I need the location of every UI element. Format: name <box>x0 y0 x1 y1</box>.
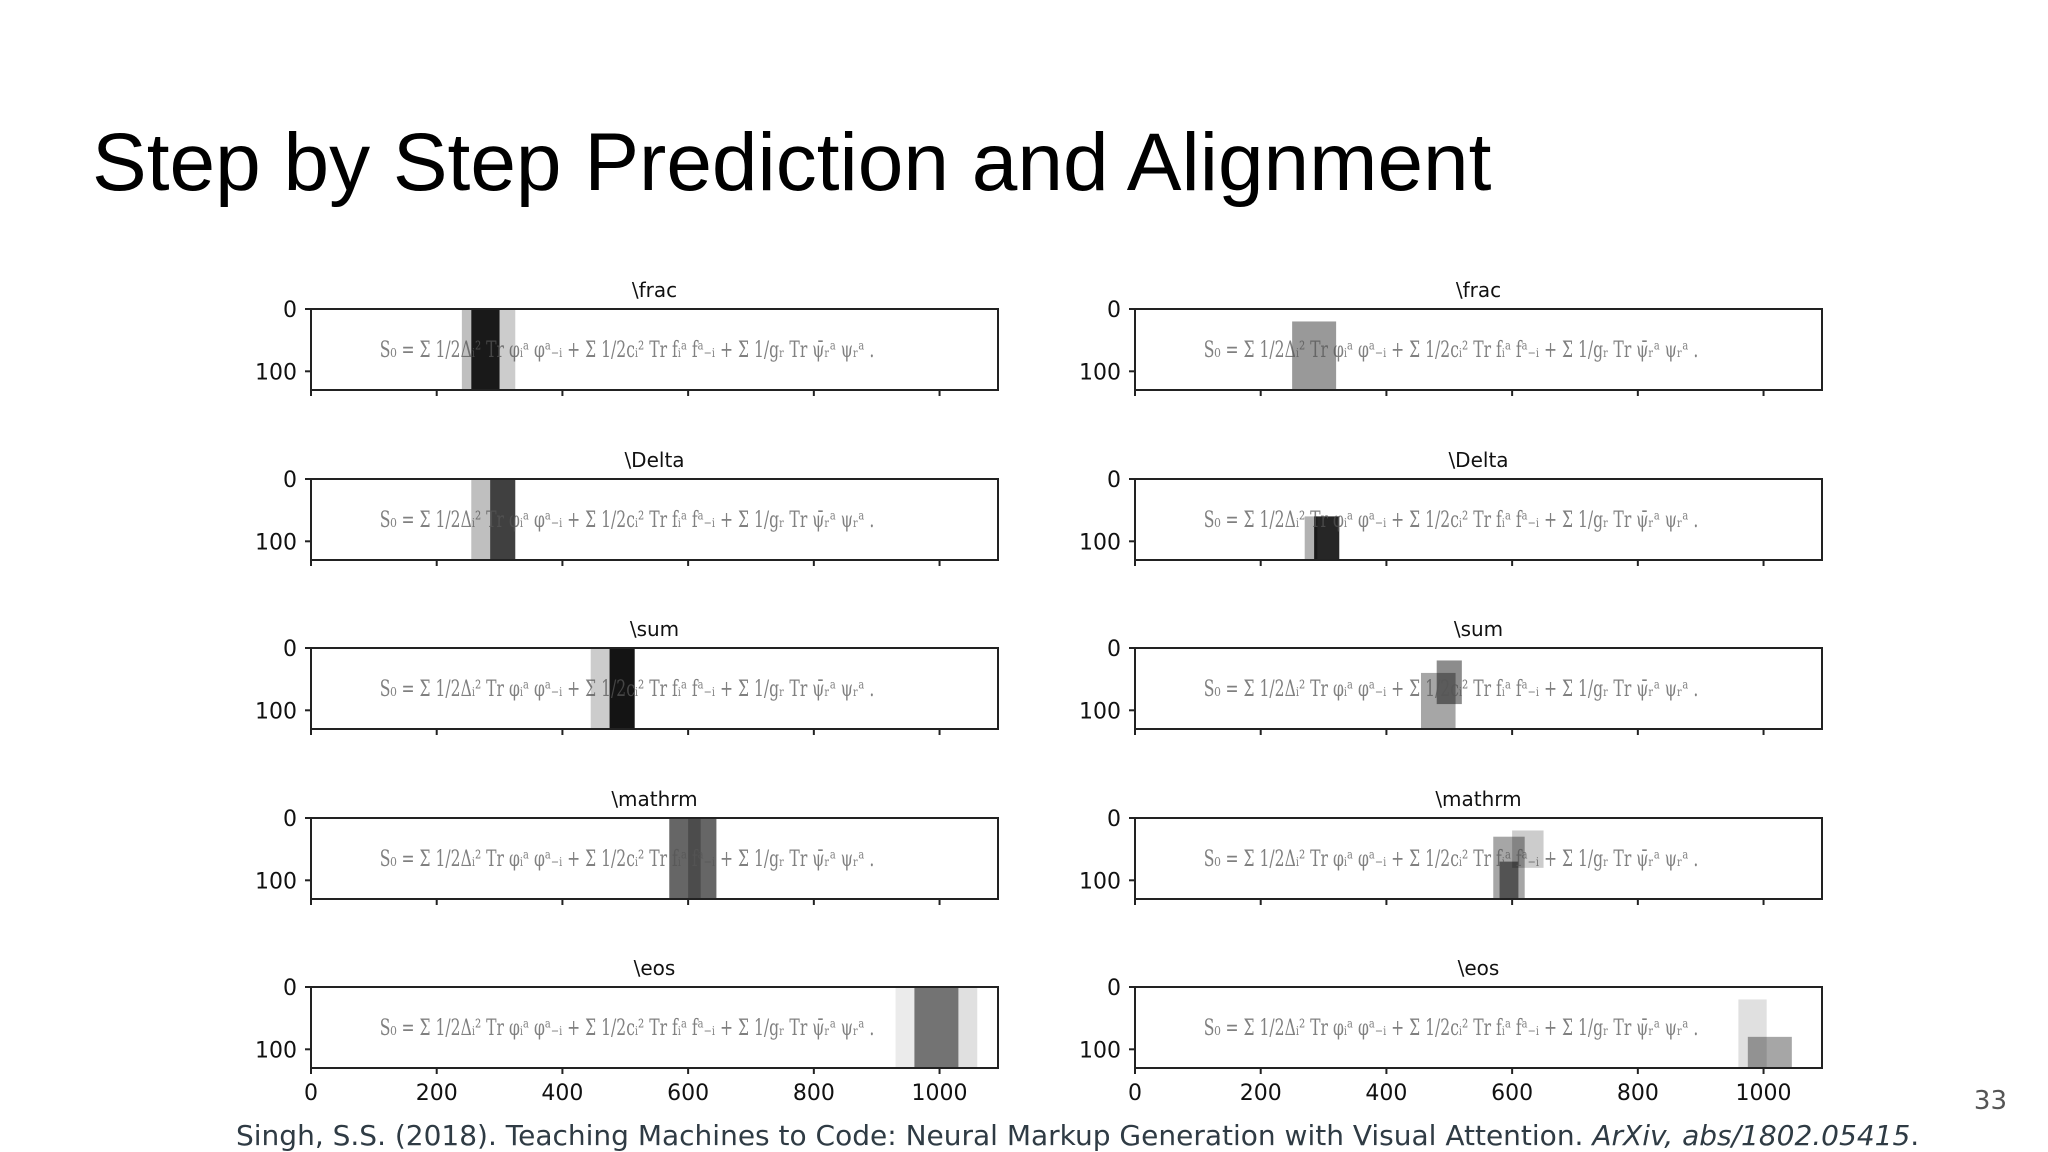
left-panel-3-frame <box>310 647 999 730</box>
right-panel-2-attention-block-1 <box>1314 516 1340 560</box>
right-panel-3-title: \sum <box>1454 617 1503 641</box>
left-panel-4-ytick-label: 0 <box>283 807 297 832</box>
right-panel-4-ytick-label: 100 <box>1079 869 1121 894</box>
left-panel-5-background <box>311 987 998 1068</box>
left-panel-2-background <box>311 479 998 560</box>
right-panel-2-formula: S₀ = Σ 1/2Δᵢ² Tr φᵢᵃ φᵃ₋ᵢ + Σ 1/2cᵢ² Tr … <box>1204 508 1699 533</box>
right-panel-4-formula: S₀ = Σ 1/2Δᵢ² Tr φᵢᵃ φᵃ₋ᵢ + Σ 1/2cᵢ² Tr … <box>1204 847 1699 872</box>
right-xtick-label: 400 <box>1365 1081 1407 1106</box>
left-panel-1-attention-block-2 <box>461 309 472 390</box>
right-panel-4-title: \mathrm <box>1435 787 1521 811</box>
right-panel-5-background <box>1135 987 1822 1068</box>
citation-text: Singh, S.S. (2018). Teaching Machines to… <box>236 1119 1593 1152</box>
right-panel-2-background <box>1135 479 1822 560</box>
right-panel-1-formula: S₀ = Σ 1/2Δᵢ² Tr φᵢᵃ φᵃ₋ᵢ + Σ 1/2cᵢ² Tr … <box>1204 338 1699 363</box>
right-panel-5-attention-block-1 <box>1738 999 1767 1068</box>
left-panel-5-ytick-label: 100 <box>255 1038 297 1063</box>
left-xtick-label: 800 <box>793 1081 835 1106</box>
left-panel-2-ytick-label: 100 <box>255 530 297 555</box>
page-number: 33 <box>1973 1086 2007 1116</box>
left-xtick-label: 1000 <box>912 1081 968 1106</box>
right-panel-2-title: \Delta <box>1448 448 1508 472</box>
left-panel-4-title: \mathrm <box>611 787 697 811</box>
right-panel-1-frame <box>1134 308 1823 391</box>
left-panel-5-frame <box>310 986 999 1069</box>
right-panel-3-ytick-label: 100 <box>1079 699 1121 724</box>
citation: Singh, S.S. (2018). Teaching Machines to… <box>236 1119 1919 1152</box>
left-panel-5-ytick-label: 0 <box>283 976 297 1001</box>
right-panel-5-ytick-label: 0 <box>1107 976 1121 1001</box>
right-xtick-label: 1000 <box>1736 1081 1792 1106</box>
right-panel-3-ytick-label: 0 <box>1107 637 1121 662</box>
left-xtick-label: 200 <box>416 1081 458 1106</box>
right-panel-3-background <box>1135 648 1822 729</box>
right-panel-4-ytick-label: 0 <box>1107 807 1121 832</box>
left-panel-3-ytick-label: 0 <box>283 637 297 662</box>
right-panel-1-ytick-label: 100 <box>1079 360 1121 385</box>
left-panel-3-background <box>311 648 998 729</box>
right-panel-1-attention-block-1 <box>1292 321 1337 390</box>
right-panel-4-background <box>1135 818 1822 899</box>
left-panel-1-attention-block-3 <box>499 309 516 390</box>
right-xtick-label: 0 <box>1128 1081 1142 1106</box>
left-panel-5-attention-block-1 <box>914 987 959 1068</box>
left-xtick-label: 400 <box>541 1081 583 1106</box>
right-panel-3-frame <box>1134 647 1823 730</box>
right-panel-5-attention-block-2 <box>1747 1036 1792 1068</box>
left-panel-5-title: \eos <box>634 956 676 980</box>
left-panel-2-frame <box>310 478 999 561</box>
left-panel-5-formula: S₀ = Σ 1/2Δᵢ² Tr φᵢᵃ φᵃ₋ᵢ + Σ 1/2cᵢ² Tr … <box>380 1016 875 1041</box>
right-panel-5-formula: S₀ = Σ 1/2Δᵢ² Tr φᵢᵃ φᵃ₋ᵢ + Σ 1/2cᵢ² Tr … <box>1204 1016 1699 1041</box>
left-panel-1-title: \frac <box>632 278 677 302</box>
right-panel-4-attention-block-3 <box>1499 861 1519 899</box>
left-xtick-label: 600 <box>667 1081 709 1106</box>
left-panel-3-ytick-label: 100 <box>255 699 297 724</box>
left-panel-2-attention-block-2 <box>471 479 491 560</box>
left-panel-3-attention-block-1 <box>609 648 635 729</box>
right-panel-5-frame <box>1134 986 1823 1069</box>
right-panel-2-ytick-label: 100 <box>1079 530 1121 555</box>
right-panel-2-ytick-label: 0 <box>1107 468 1121 493</box>
left-panel-4-attention-block-2 <box>688 818 701 899</box>
left-panel-4-frame <box>310 817 999 900</box>
right-panel-2-attention-block-2 <box>1304 516 1318 560</box>
right-panel-2-frame <box>1134 478 1823 561</box>
left-panel-5-attention-block-3 <box>895 987 915 1068</box>
right-panel-3-formula: S₀ = Σ 1/2Δᵢ² Tr φᵢᵃ φᵃ₋ᵢ + Σ 1/2cᵢ² Tr … <box>1204 677 1699 702</box>
left-panel-3-formula: S₀ = Σ 1/2Δᵢ² Tr φᵢᵃ φᵃ₋ᵢ + Σ 1/2cᵢ² Tr … <box>380 677 875 702</box>
right-panel-5-ytick-label: 100 <box>1079 1038 1121 1063</box>
right-panel-1-background <box>1135 309 1822 390</box>
left-panel-2-attention-block-1 <box>490 479 516 560</box>
left-panel-4-background <box>311 818 998 899</box>
right-xtick-label: 200 <box>1240 1081 1282 1106</box>
left-panel-2-title: \Delta <box>624 448 684 472</box>
left-panel-4-formula: S₀ = Σ 1/2Δᵢ² Tr φᵢᵃ φᵃ₋ᵢ + Σ 1/2cᵢ² Tr … <box>380 847 875 872</box>
left-xtick-label: 0 <box>304 1081 318 1106</box>
citation-end: . <box>1910 1119 1920 1152</box>
left-panel-2-formula: S₀ = Σ 1/2Δᵢ² Tr φᵢᵃ φᵃ₋ᵢ + Σ 1/2cᵢ² Tr … <box>380 508 875 533</box>
left-panel-1-attention-block-1 <box>471 309 500 390</box>
left-panel-1-ytick-label: 0 <box>283 298 297 323</box>
right-xtick-label: 600 <box>1491 1081 1533 1106</box>
left-panel-1-background <box>311 309 998 390</box>
right-panel-3-attention-block-1 <box>1420 672 1456 729</box>
left-panel-3-title: \sum <box>630 617 679 641</box>
left-panel-4-attention-block-1 <box>669 818 717 899</box>
left-panel-1-ytick-label: 100 <box>255 360 297 385</box>
left-panel-2-ytick-label: 0 <box>283 468 297 493</box>
citation-italic: ArXiv, abs/1802.05415 <box>1592 1119 1911 1152</box>
left-panel-3-attention-block-2 <box>590 648 610 729</box>
right-panel-1-title: \frac <box>1456 278 1501 302</box>
right-panel-5-title: \eos <box>1458 956 1500 980</box>
left-panel-1-frame <box>310 308 999 391</box>
right-panel-3-attention-block-2 <box>1436 660 1462 705</box>
slide-title: Step by Step Prediction and Alignment <box>92 117 1492 208</box>
left-panel-1-formula: S₀ = Σ 1/2Δᵢ² Tr φᵢᵃ φᵃ₋ᵢ + Σ 1/2cᵢ² Tr … <box>380 338 875 363</box>
left-panel-4-ytick-label: 100 <box>255 869 297 894</box>
right-panel-1-ytick-label: 0 <box>1107 298 1121 323</box>
right-panel-4-frame <box>1134 817 1823 900</box>
right-xtick-label: 800 <box>1617 1081 1659 1106</box>
left-panel-5-attention-block-2 <box>958 987 978 1068</box>
